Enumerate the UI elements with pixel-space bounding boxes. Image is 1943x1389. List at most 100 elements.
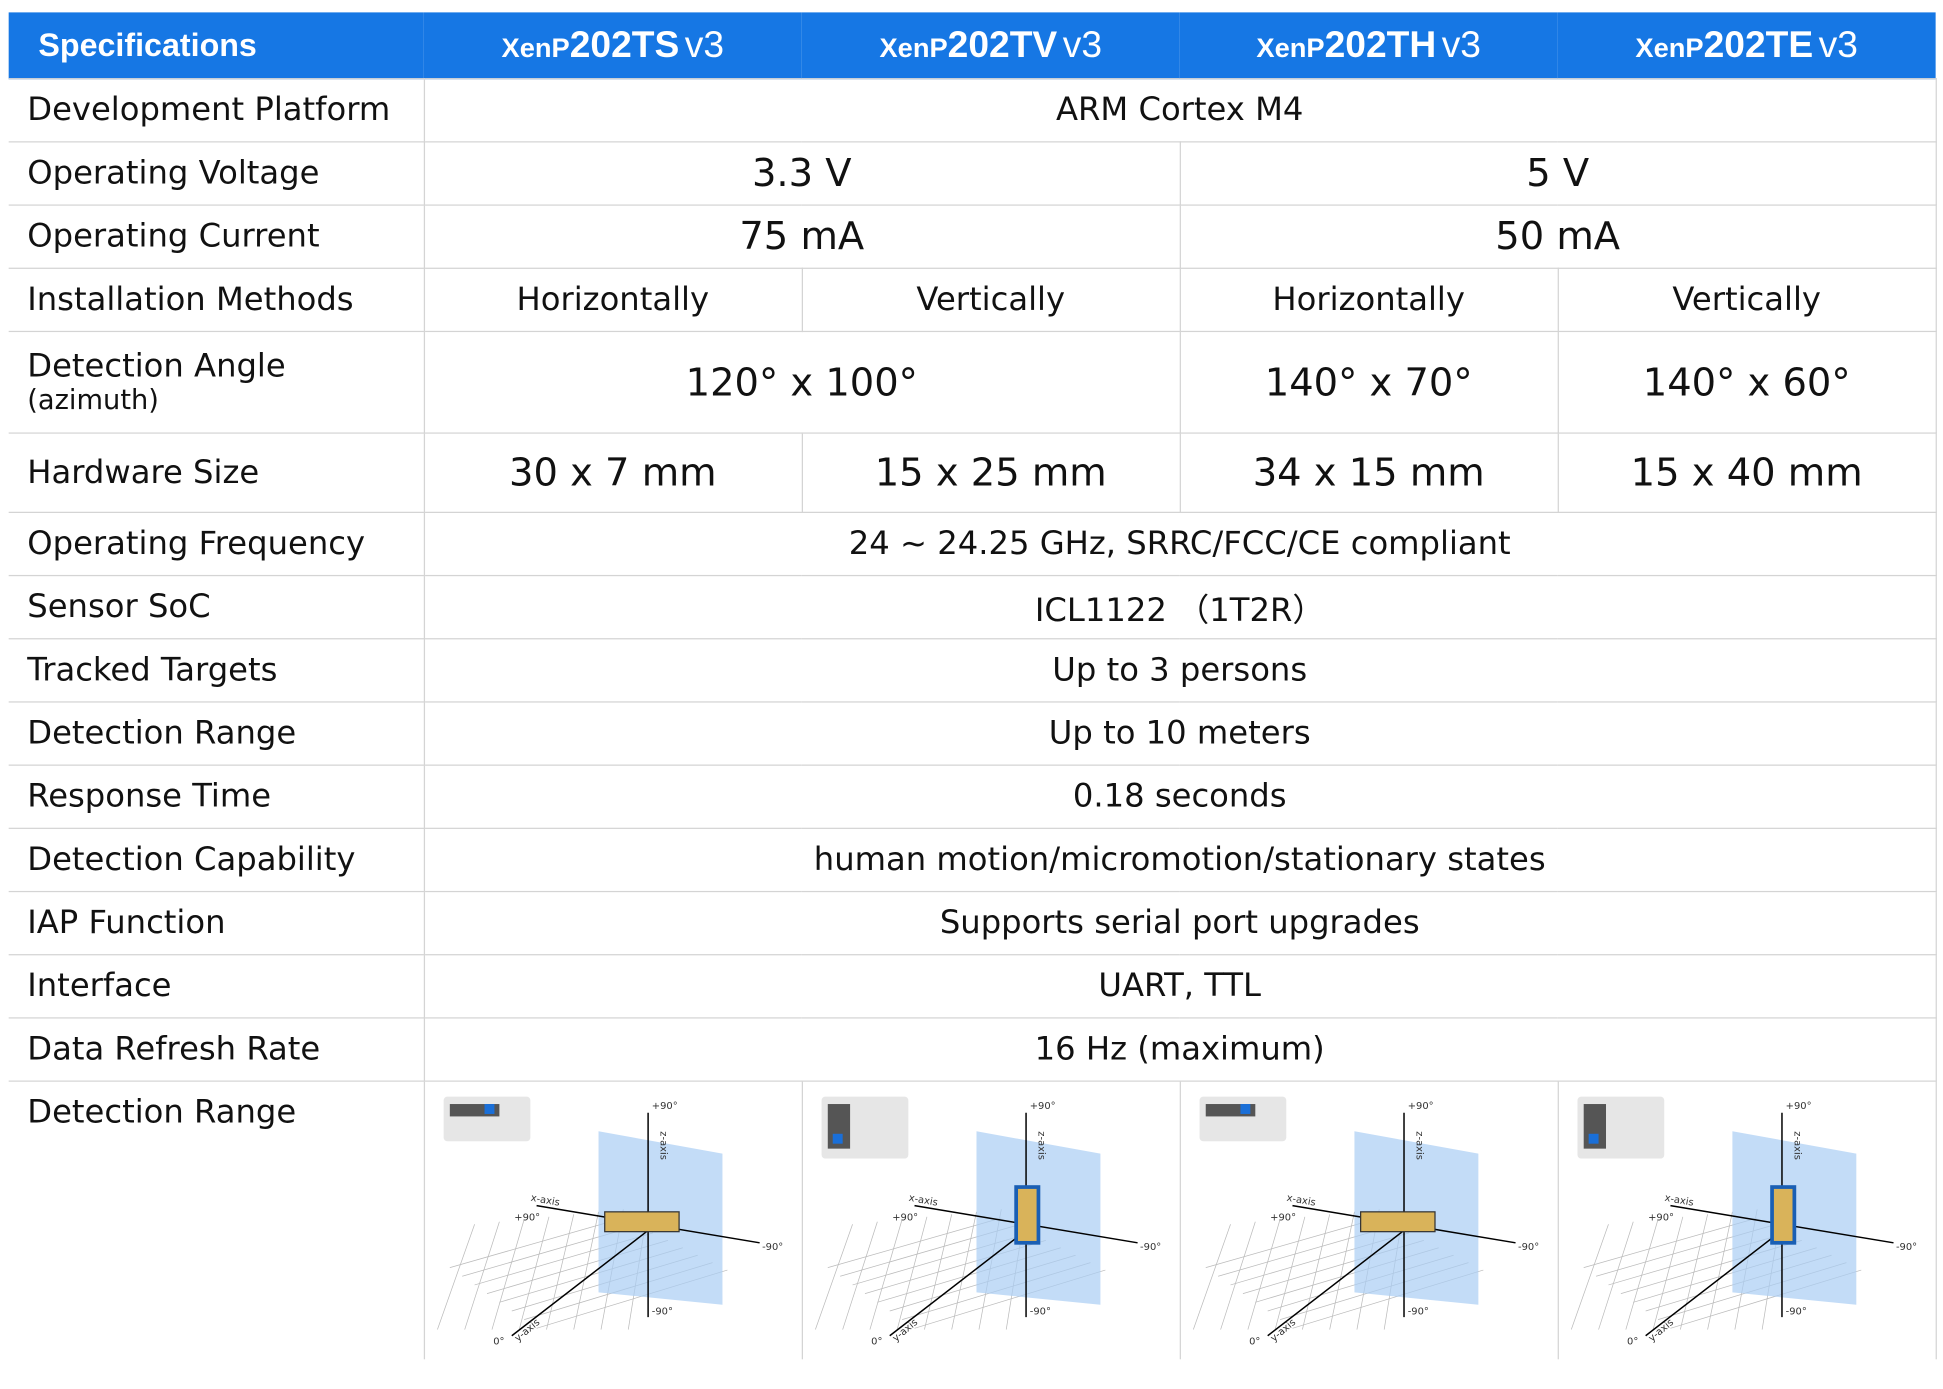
y-axis-line [1644,1229,1782,1337]
model-number: 202TH [1324,24,1437,66]
inset-tx [1588,1133,1598,1144]
row-label: Detection Range [8,701,425,766]
spec-value: Up to 3 persons [423,638,1937,703]
spec-value: Supports serial port upgrades [423,890,1937,956]
model-header: XenP202TE v3 [1557,12,1936,79]
floor-grid [545,1214,574,1330]
spec-row: Development Platform ARM Cortex M4 [8,78,1937,143]
label-text: Detection Range [27,1094,297,1132]
axis-label: +90° [1407,1101,1433,1112]
label-text: Hardware Size [27,454,260,492]
row-label: Operating Frequency [8,511,425,577]
inset-box [1198,1096,1286,1142]
spec-value: Horizontally [423,267,803,333]
y-axis-line [1266,1229,1404,1337]
detection-diagram: +90° z-axis x-axis +90° -90° -90° y-axis 0° [436,1096,783,1347]
row-label: Development Platform [8,78,425,143]
spec-value: 15 x 40 mm [1557,432,1937,513]
axis-label: -90° [1139,1242,1160,1253]
axis-label: z-axis [1413,1131,1424,1160]
axis-label: 0° [1626,1336,1637,1346]
spec-value: ICL1122 （1T2R） [423,574,1937,640]
row-label: Detection Angle (azimuth) [8,330,425,434]
spec-value: 34 x 15 mm [1179,432,1559,513]
label-text: Sensor SoC [27,588,211,626]
label-text: Interface [27,967,172,1005]
floor-grid [572,1211,599,1330]
spec-row: Detection Angle (azimuth) 120° x 100° 140° … [8,330,1937,434]
floor-grid [1219,1221,1256,1330]
axis-label: x-axis [1663,1193,1694,1209]
label-text: Operating Voltage [27,154,320,193]
diagram-cell: +90° z-axis x-axis +90° -90° -90° y-axis 0° [423,1080,803,1360]
model-version: v3 [1441,24,1481,66]
spec-value: Vertically [1557,267,1937,333]
floor-grid [1597,1221,1633,1330]
label-text: Detection Range [27,714,297,753]
floor-grid [841,1221,878,1330]
model-header: XenP202TS v3 [423,12,802,79]
axis-label: y-axis [512,1317,541,1344]
axis-label: +90° [651,1101,677,1112]
spec-row: Operating Frequency 24 ~ 24.25 GHz, SRRC/… [8,511,1937,577]
spec-value: 30 x 7 mm [423,432,803,513]
sensor-board [1013,1185,1040,1245]
spec-value: 140° x 60° [1557,330,1937,434]
model-prefix: XenP [1256,31,1325,63]
floor-grid [1246,1219,1280,1330]
axis-label: x-axis [529,1193,560,1209]
row-label: Response Time [8,764,425,829]
axis-label: z-axis [1791,1131,1802,1160]
spec-value: 140° x 70° [1179,330,1559,434]
row-label: Operating Voltage [8,141,425,206]
table-body: Development Platform ARM Cortex M4 Operati… [8,78,1937,1360]
axis-label: y-axis [1268,1317,1297,1344]
floor-grid [1624,1219,1658,1330]
floor-grid [518,1216,549,1330]
axis-label: z-axis [1035,1131,1046,1160]
label-sub: (azimuth) [27,384,159,416]
detection-diagram: +90° z-axis x-axis +90° -90° -90° y-axis 0° [814,1096,1161,1347]
model-version: v3 [1062,24,1102,66]
axis-label: -90° [1517,1242,1538,1253]
sensor-board [603,1211,680,1233]
axis-label: 0° [871,1336,882,1346]
diagram-cell: +90° z-axis x-axis +90° -90° -90° y-axis 0° [1179,1080,1559,1360]
spec-value: 5 V [1179,141,1937,206]
floor-grid [923,1214,952,1330]
spec-value: 120° x 100° [423,330,1181,434]
spec-row: Detection Capability human motion/micromo… [8,827,1937,893]
floor-grid [1570,1224,1609,1330]
axis-label: z-axis [657,1131,668,1160]
model-prefix: XenP [501,31,570,63]
floor-grid [449,1217,623,1268]
spec-value: human motion/micromotion/stationary stat… [423,827,1937,893]
label-text: Operating Current [27,218,320,256]
floor-grid [1301,1214,1330,1330]
model-number: 202TS [569,24,680,66]
axis-label: +90° [514,1213,540,1224]
model-version: v3 [1818,24,1858,66]
model-header: XenP202TH v3 [1179,12,1558,79]
model-prefix: XenP [879,31,948,63]
model-version: v3 [684,24,725,66]
axis-label: +90° [892,1213,918,1224]
label-text: Operating Frequency [27,525,366,563]
label-text: Response Time [27,778,272,816]
floor-grid [827,1217,1001,1268]
floor-grid [1706,1211,1733,1330]
axis-label: y-axis [1646,1317,1675,1344]
inset-box [443,1096,530,1142]
axis-label: x-axis [907,1193,938,1209]
floor-grid [1582,1217,1757,1268]
spec-row: Data Refresh Rate 16 Hz (maximum) [8,1017,1937,1082]
diagram-cell: +90° z-axis x-axis +90° -90° -90° y-axis 0° [1557,1080,1937,1360]
axis-label: -90° [1895,1242,1916,1253]
axis-label: y-axis [890,1317,919,1344]
spec-value: 50 mA [1179,204,1937,269]
floor-grid [896,1216,927,1330]
spec-row: Installation Methods Horizontally Vertical… [8,267,1937,333]
floor-grid [1679,1214,1708,1330]
